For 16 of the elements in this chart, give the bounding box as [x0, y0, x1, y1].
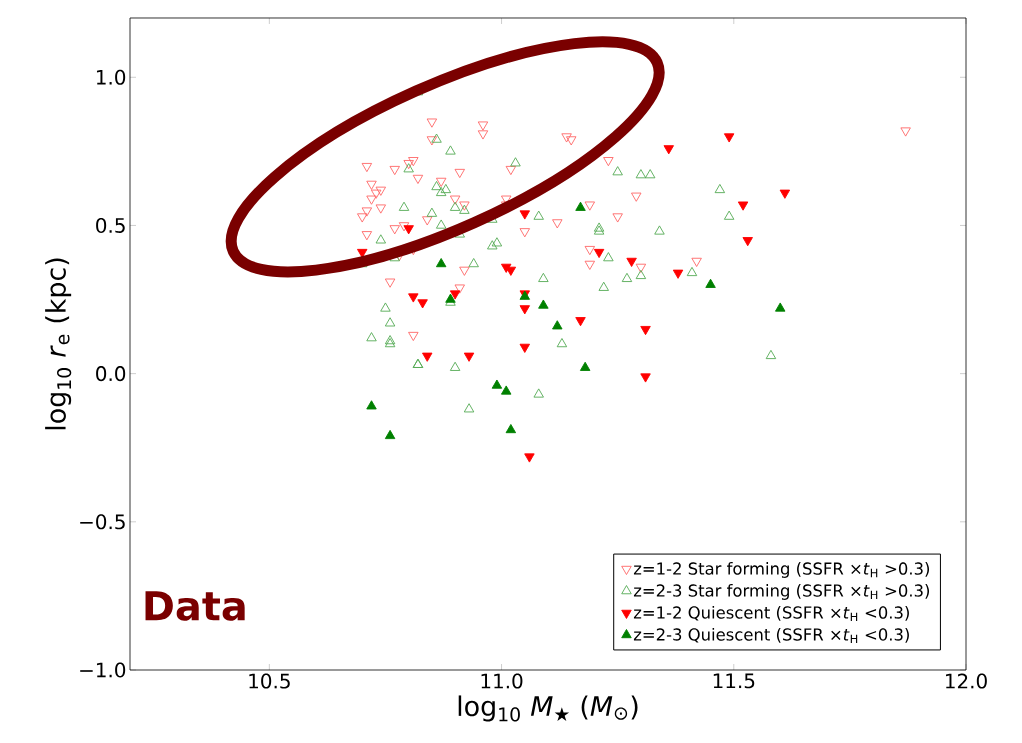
x-tick-label: 12.0 [946, 673, 987, 689]
y-tick-label: −1.0 [80, 662, 126, 678]
legend-label: z=2-3 Quiescent (SSFR ×t$_{H}$ <0.3) [633, 627, 909, 644]
y-tick-label: 0.5 [96, 217, 125, 233]
y-tick-label: −0.5 [80, 514, 125, 530]
x-tick-label: 11.5 [713, 673, 755, 689]
annotation: Data [145, 591, 245, 621]
legend-label: z=2-3 Star forming (SSFR ×t$_{H}$ >0.3) [633, 584, 930, 600]
legend-label: z=1-2 Quiescent (SSFR ×t$_{H}$ <0.3) [633, 606, 909, 622]
x-tick-label: 10.5 [249, 673, 290, 689]
y-tick-label: 0.0 [96, 366, 126, 382]
legend-label: z=1-2 Star forming (SSFR ×t$_{H}$ >0.3) [633, 562, 930, 578]
y-tick-label: 1.0 [96, 69, 126, 85]
x-tick-label: 11.0 [481, 673, 523, 689]
y-axis-title: log$_{10}$ r$_{e}$ (kpc) [45, 258, 72, 430]
x-axis-title: log$_{10}$ M$_{★}$ (M$_{⊙}$) [458, 695, 638, 722]
